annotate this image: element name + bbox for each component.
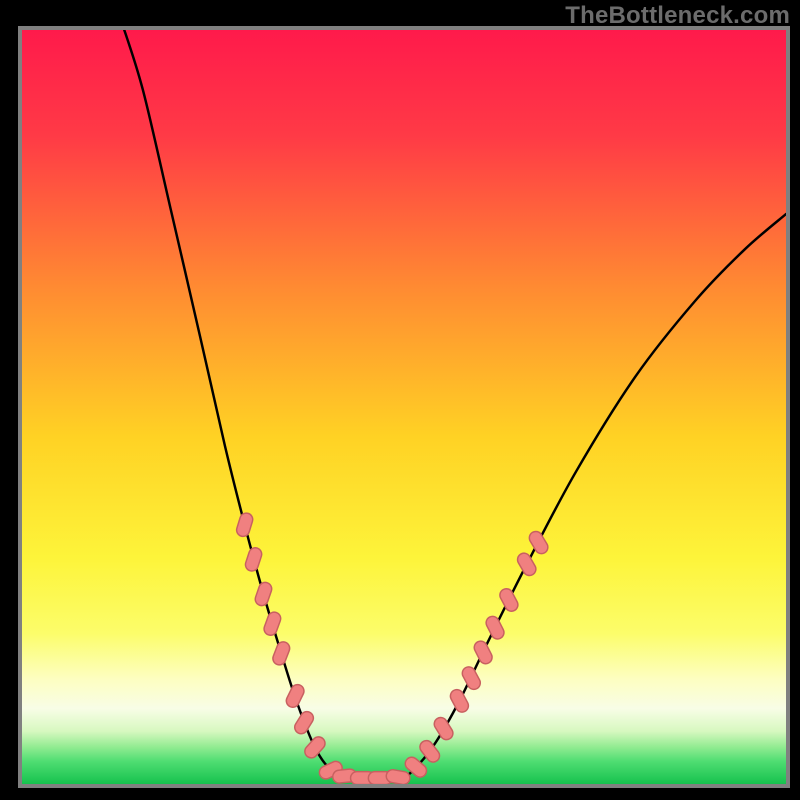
bottleneck-curve bbox=[121, 26, 786, 779]
curve-marker bbox=[484, 614, 506, 641]
curve-marker bbox=[271, 640, 292, 667]
marker-group bbox=[235, 512, 550, 786]
curve-marker bbox=[515, 551, 538, 578]
curve-marker bbox=[235, 512, 254, 538]
curve-marker bbox=[302, 734, 327, 760]
curve-marker bbox=[262, 610, 282, 637]
curve-marker bbox=[244, 546, 264, 573]
plot-area bbox=[18, 26, 790, 788]
curve-marker bbox=[527, 529, 550, 556]
chart-frame: TheBottleneck.com bbox=[0, 0, 800, 800]
curve-marker bbox=[498, 586, 521, 613]
curve-marker bbox=[448, 687, 471, 714]
curve-marker bbox=[460, 665, 483, 692]
curve-marker bbox=[284, 682, 306, 709]
curve-marker bbox=[432, 715, 455, 742]
curve-marker bbox=[472, 639, 494, 666]
curve-marker bbox=[292, 709, 315, 736]
bottleneck-curve-layer bbox=[22, 30, 786, 784]
curve-marker bbox=[254, 581, 274, 608]
